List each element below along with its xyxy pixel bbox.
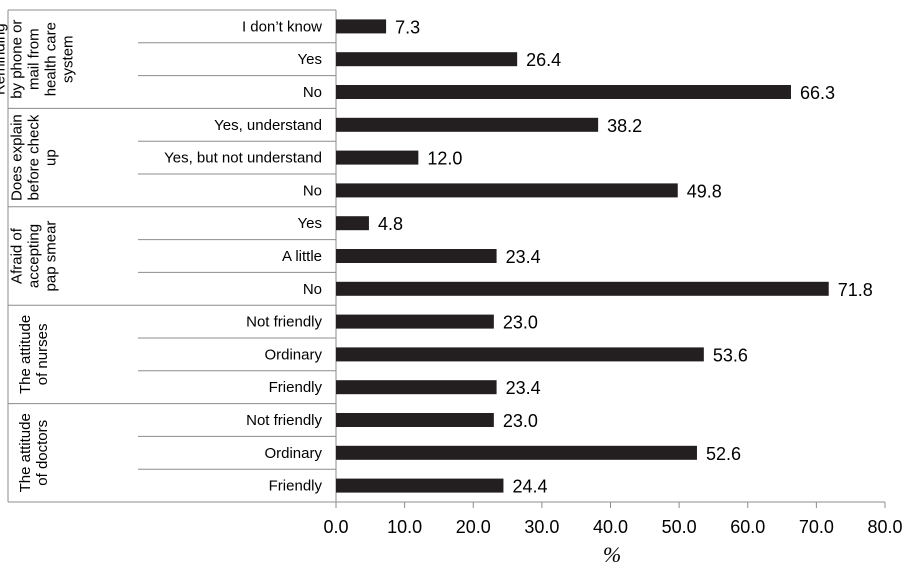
- data-label: 12.0: [427, 149, 462, 169]
- bar: [336, 117, 599, 132]
- data-label: 53.6: [713, 345, 748, 365]
- category-label: No: [303, 84, 322, 101]
- data-label: 23.0: [503, 411, 538, 431]
- axis-layer: [7, 9, 886, 508]
- bar: [336, 314, 494, 329]
- category-label: No: [303, 182, 322, 199]
- group-label: Remindingby phone ormail fromhealth care…: [0, 20, 77, 99]
- data-label: 23.4: [506, 378, 541, 398]
- x-tick-label: 80.0: [867, 517, 902, 537]
- category-label: Not friendly: [246, 314, 322, 331]
- data-label: 38.2: [607, 116, 642, 136]
- group-label-line: Does explain: [9, 114, 26, 201]
- data-label: 4.8: [378, 214, 403, 234]
- bar: [336, 183, 678, 198]
- category-label: I don’t know: [242, 18, 322, 35]
- category-label: Ordinary: [264, 445, 322, 462]
- x-tick-label: 70.0: [799, 517, 834, 537]
- group-label-line: health care: [43, 22, 60, 96]
- x-tick-label: 40.0: [593, 517, 628, 537]
- category-label: Friendly: [269, 379, 323, 396]
- x-tick-label: 30.0: [524, 517, 559, 537]
- group-label-line: before check: [26, 114, 43, 200]
- bar: [336, 216, 369, 231]
- data-label: 52.6: [706, 444, 741, 464]
- group-label-line: up: [43, 149, 60, 166]
- group-label-line: accepting: [26, 224, 43, 288]
- bar: [336, 478, 504, 493]
- category-label: Yes, but not understand: [164, 150, 322, 167]
- bar: [336, 445, 697, 460]
- data-label: 49.8: [687, 181, 722, 201]
- bar: [336, 150, 419, 165]
- x-tick-label: 60.0: [730, 517, 765, 537]
- group-label: The attitudeof doctors: [17, 413, 51, 492]
- x-tick-label: 0.0: [323, 517, 348, 537]
- x-tick-label: 50.0: [662, 517, 697, 537]
- category-label: Yes, understand: [214, 117, 322, 134]
- bar: [336, 85, 791, 99]
- bar: [336, 19, 387, 34]
- labels-layer: Remindingby phone ormail fromhealth care…: [0, 17, 903, 537]
- data-label: 24.4: [512, 477, 547, 497]
- group-label-line: of nurses: [34, 324, 51, 386]
- x-tick-label: 20.0: [456, 517, 491, 537]
- category-label: No: [303, 281, 322, 298]
- group-label-line: Afraid of: [9, 227, 26, 284]
- group-label-line: system: [60, 35, 77, 83]
- bars-layer: [336, 19, 829, 493]
- data-label: 23.0: [503, 313, 538, 333]
- bar: [336, 380, 497, 395]
- category-label: Friendly: [269, 478, 323, 495]
- data-label: 7.3: [395, 17, 420, 37]
- group-label-line: of doctors: [34, 420, 51, 486]
- category-label: Ordinary: [264, 346, 322, 363]
- group-label: The attitudeof nurses: [17, 315, 51, 394]
- data-label: 66.3: [800, 83, 835, 103]
- group-label-line: by phone or: [9, 20, 26, 99]
- group-label-line: Reminding: [0, 23, 9, 95]
- category-label: Yes: [298, 51, 322, 68]
- category-label: Yes: [298, 215, 322, 232]
- bar: [336, 347, 704, 362]
- data-label: 26.4: [526, 50, 561, 70]
- x-axis-title: %: [603, 542, 621, 567]
- group-label-line: The attitude: [17, 413, 34, 492]
- x-tick-label: 10.0: [387, 517, 422, 537]
- bar: [336, 413, 494, 427]
- category-label: A little: [282, 248, 322, 265]
- bar: [336, 52, 518, 67]
- category-label: Not friendly: [246, 412, 322, 429]
- bar: [336, 249, 497, 263]
- group-label-line: pap smear: [43, 221, 60, 292]
- bar: [336, 281, 829, 296]
- data-label: 23.4: [506, 247, 541, 267]
- data-label: 71.8: [838, 280, 873, 300]
- group-label: Afraid ofacceptingpap smear: [9, 221, 60, 292]
- group-label-line: The attitude: [17, 315, 34, 394]
- group-label: Does explainbefore checkup: [9, 114, 60, 201]
- group-label-line: mail from: [26, 28, 43, 90]
